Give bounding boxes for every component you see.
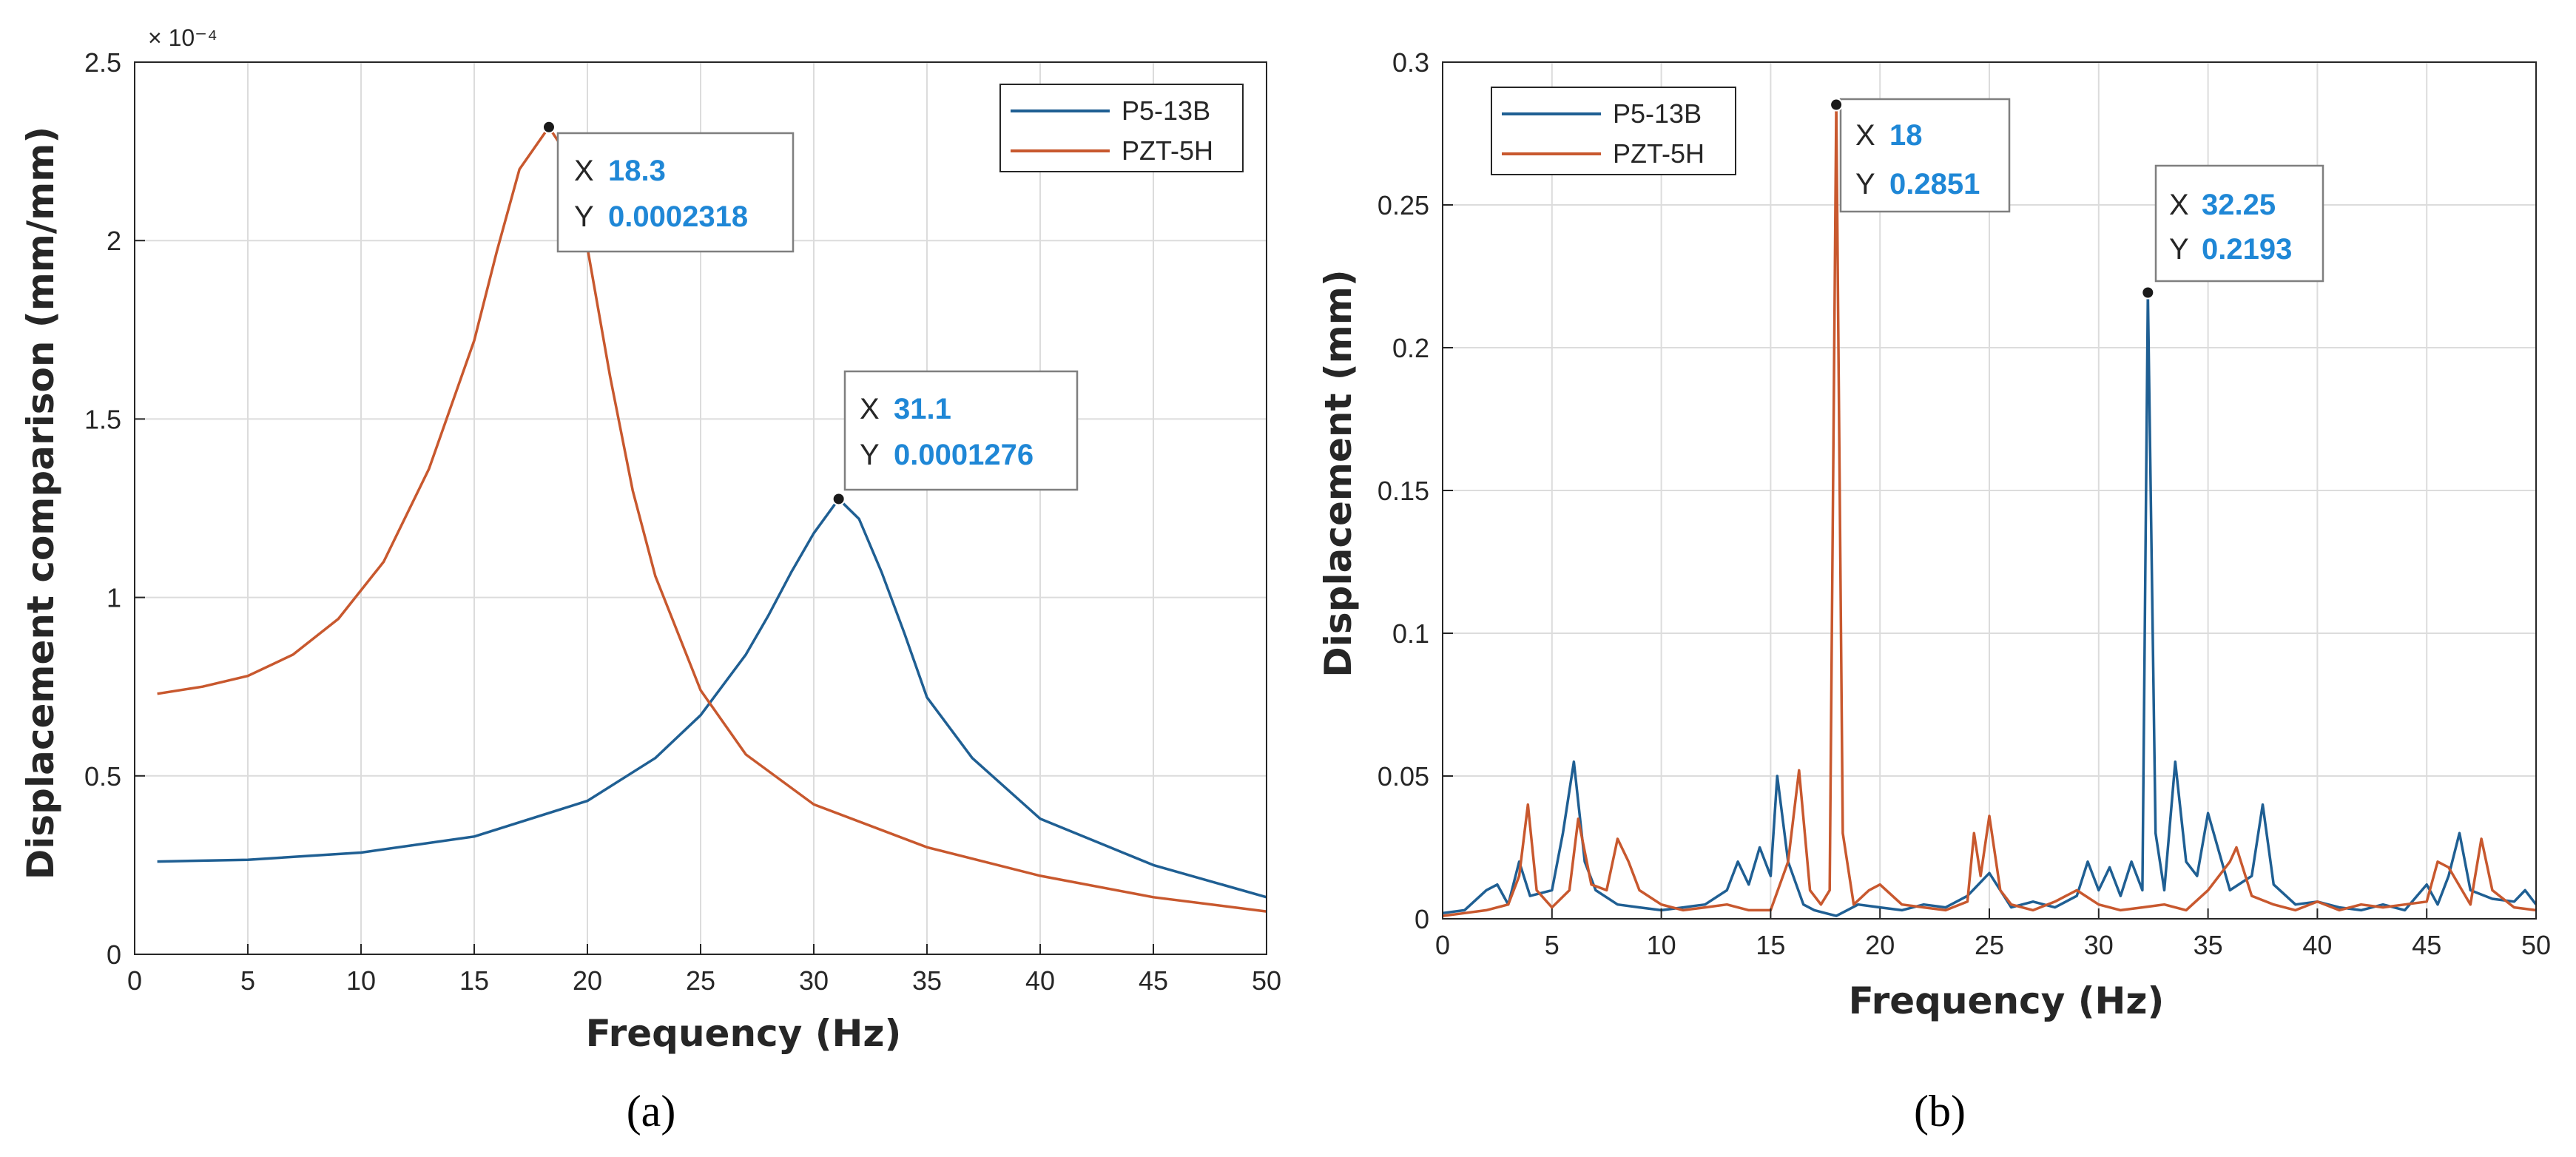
- legend-a: P5-13B PZT-5H: [999, 84, 1244, 172]
- legend-label-p5-13b-a: P5-13B: [1122, 95, 1210, 126]
- x-tick-label: 35: [2194, 930, 2223, 960]
- y-multiplier-a: × 10⁻⁴: [148, 24, 218, 51]
- legend-box-a: [999, 84, 1244, 172]
- x-tick-label: 20: [573, 965, 602, 996]
- datatip-x-key: X: [2169, 189, 2189, 221]
- y-tick-label: 0.1: [1392, 618, 1429, 649]
- x-tick-label: 50: [1252, 965, 1281, 996]
- datatip-x-value: 32.25: [2202, 189, 2276, 221]
- legend-label-pzt-5h-a: PZT-5H: [1122, 135, 1213, 166]
- series-line-p5-13b: [157, 497, 1267, 899]
- x-tick-label: 10: [346, 965, 376, 996]
- datatips-a: X 18.3 Y 0.0002318 X 31.1 Y 0.0001276: [556, 132, 1079, 491]
- x-tick-label: 30: [799, 965, 829, 996]
- x-tick-label: 5: [240, 965, 255, 996]
- y-tick-label: 0.5: [84, 761, 121, 792]
- datatip-y-value: 0.0002318: [608, 200, 748, 233]
- x-tick-label: 50: [2521, 930, 2551, 960]
- y-tick-label: 1: [107, 583, 121, 613]
- x-tick-label: 0: [1435, 930, 1450, 960]
- legend-box-b: [1491, 87, 1736, 175]
- y-tick-label: 0.15: [1378, 476, 1429, 506]
- datatip-peak-pzt-5h-a[interactable]: X 18.3 Y 0.0002318: [556, 132, 795, 253]
- x-tick-label: 35: [912, 965, 942, 996]
- datatip-markers-a: [542, 120, 846, 506]
- y-tick-label: 1.5: [84, 404, 121, 434]
- datatip-x-value: 31.1: [894, 393, 951, 425]
- datatip-y-value: 0.0001276: [894, 439, 1034, 471]
- datatip-y-key: Y: [1855, 168, 1875, 200]
- y-tick-label: 0.2: [1392, 333, 1429, 363]
- datatip-marker[interactable]: [832, 492, 846, 506]
- datatip-x-key: X: [1855, 119, 1875, 152]
- datatip-y-key: Y: [2169, 233, 2189, 266]
- datatip-markers-b: [1830, 98, 2155, 300]
- x-tick-label: 30: [2084, 930, 2114, 960]
- x-tick-label: 45: [1139, 965, 1168, 996]
- x-tick-label: 10: [1647, 930, 1676, 960]
- datatip-marker[interactable]: [1830, 98, 1844, 112]
- x-tick-label: 5: [1545, 930, 1560, 960]
- datatip-marker[interactable]: [2141, 286, 2155, 300]
- x-tick-label: 25: [1975, 930, 2004, 960]
- y-tick-label: 2.5: [84, 47, 121, 78]
- legend-b: P5-13B PZT-5H: [1491, 87, 1736, 175]
- y-axis-label-b: Displacement (mm): [1317, 269, 1360, 677]
- y-tick-label: 0.25: [1378, 190, 1429, 220]
- x-tick-label: 20: [1865, 930, 1895, 960]
- x-tick-label: 25: [686, 965, 715, 996]
- datatip-x-value: 18: [1889, 119, 1923, 152]
- datatip-box: [1839, 98, 2011, 213]
- ticks-b: 0 5 10 15 20 25 30 35 40 45 50 0 0.05 0.1 0.15 0.2 0.25 0…: [1378, 47, 2551, 960]
- datatip-y-value: 0.2851: [1889, 168, 1980, 200]
- x-tick-label: 0: [127, 965, 142, 996]
- datatip-peak-p5-13b-a[interactable]: X 31.1 Y 0.0001276: [843, 370, 1079, 491]
- y-tick-label: 2: [107, 226, 121, 256]
- x-axis-label-a: Frequency (Hz): [586, 1012, 902, 1055]
- series-line-pzt-5h: [1442, 103, 2537, 917]
- y-tick-label: 0: [107, 940, 121, 970]
- x-axis-label-b: Frequency (Hz): [1849, 979, 2165, 1022]
- datatip-peak-pzt-5h-b[interactable]: X 18 Y 0.2851: [1839, 98, 2011, 213]
- y-tick-label: 0: [1415, 904, 1429, 934]
- datatip-x-key: X: [574, 155, 594, 187]
- x-tick-label: 15: [1756, 930, 1785, 960]
- chart-panel-b: 0 5 10 15 20 25 30 35 40 45 50 0 0.05 0.1 0.15 0.2 0.25 0…: [1317, 47, 2551, 1136]
- series-group-b: [1442, 103, 2538, 917]
- datatip-box: [556, 132, 795, 253]
- datatips-b: X 18 Y 0.2851 X 32.25 Y 0.2193: [1839, 98, 2324, 283]
- y-tick-label: 0.3: [1392, 47, 1429, 78]
- panel-label-b: (b): [1914, 1087, 1966, 1136]
- x-tick-label: 40: [1025, 965, 1055, 996]
- datatip-x-key: X: [860, 393, 880, 425]
- x-tick-label: 40: [2302, 930, 2332, 960]
- x-tick-label: 45: [2412, 930, 2441, 960]
- datatip-y-key: Y: [574, 200, 594, 233]
- datatip-box: [2154, 164, 2324, 283]
- panel-label-a: (a): [627, 1087, 676, 1136]
- ticks-a: 0 5 10 15 20 25 30 35 40 45 50 0 0.5 1 1.5 2 2.5: [84, 47, 1281, 996]
- x-tick-label: 15: [459, 965, 489, 996]
- datatip-peak-p5-13b-b[interactable]: X 32.25 Y 0.2193: [2154, 164, 2324, 283]
- y-axis-label-a: Displacement comparison (mm/mm): [19, 127, 62, 880]
- datatip-y-value: 0.2193: [2202, 233, 2292, 266]
- y-tick-label: 0.05: [1378, 761, 1429, 792]
- datatip-box: [843, 370, 1079, 491]
- datatip-marker[interactable]: [542, 120, 556, 134]
- datatip-y-key: Y: [860, 439, 880, 471]
- legend-label-p5-13b-b: P5-13B: [1613, 98, 1702, 129]
- legend-label-pzt-5h-b: PZT-5H: [1613, 138, 1705, 169]
- datatip-x-value: 18.3: [608, 155, 666, 187]
